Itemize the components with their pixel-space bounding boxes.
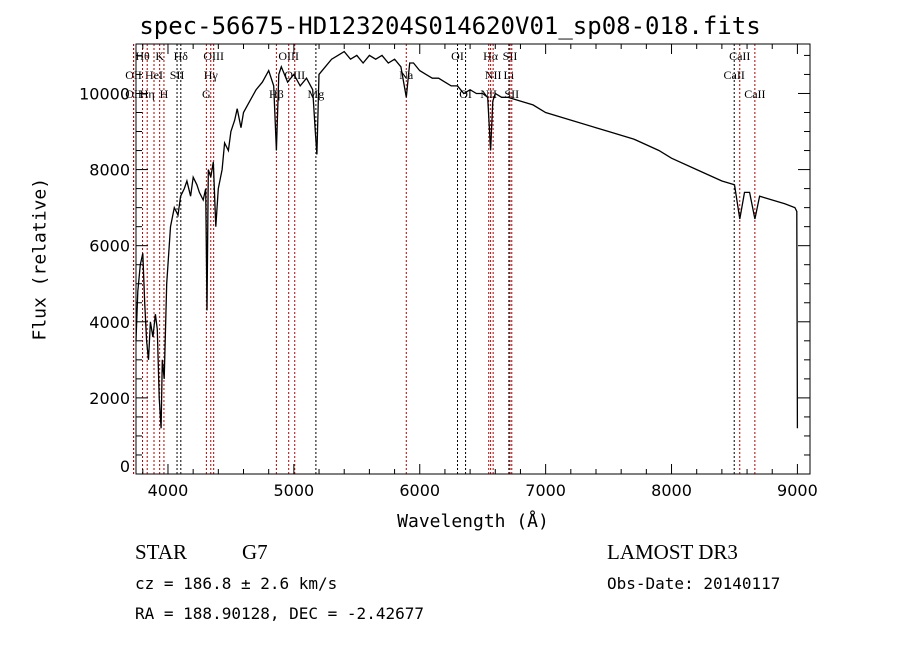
spectral-line-label: OI: [451, 49, 464, 63]
spectral-line-label: NII: [485, 68, 502, 82]
spectral-line-label: Hη: [140, 87, 155, 101]
spectral-line-label: Li: [504, 68, 515, 82]
x-tick-label: 5000: [274, 481, 315, 500]
y-tick-label: 4000: [89, 313, 130, 332]
x-tick-label: 4000: [148, 481, 189, 500]
spectral-line-label: CaII: [744, 87, 765, 101]
y-tick-label: 0: [120, 457, 130, 476]
x-tick-label: 9000: [777, 481, 818, 500]
spectral-line-label: H: [160, 87, 169, 101]
spectral-line-label: G: [202, 87, 211, 101]
y-tick-label: 6000: [89, 237, 130, 256]
spectral-line-label: SII: [503, 49, 518, 63]
observation-date: Obs-Date: 20140117: [607, 574, 781, 593]
spectral-line-label: Hβ: [269, 87, 284, 101]
y-tick-label: 8000: [89, 161, 130, 180]
spectral-line-label: Mg: [308, 87, 325, 101]
spectral-line-label: Hα: [483, 49, 499, 63]
coordinates: RA = 188.90128, DEC = -2.42677: [135, 604, 424, 623]
x-tick-label: 7000: [525, 481, 566, 500]
spectral-line-label: CaII: [724, 68, 745, 82]
spectral-line-label: HeI: [145, 68, 163, 82]
spectral-line-label: Hθ: [135, 49, 150, 63]
spectral-line-label: K: [155, 49, 164, 63]
spectral-line-label: Hδ: [174, 49, 189, 63]
object-class: STAR: [135, 540, 187, 564]
spectral-line-label: SII: [170, 68, 185, 82]
spectral-line-label: OIII: [203, 49, 224, 63]
plot-frame: [135, 43, 811, 475]
spectral-line-label: CaII: [729, 49, 750, 63]
x-axis-label: Wavelength (Å): [397, 511, 549, 532]
spectral-line-label: NII: [480, 87, 497, 101]
spectrum-line: [135, 50, 799, 429]
redshift-cz: cz = 186.8 ± 2.6 km/s: [135, 574, 338, 593]
spectral-line-label: OII: [125, 68, 142, 82]
x-tick-label: 6000: [399, 481, 440, 500]
spectral-line-label: OII: [125, 87, 142, 101]
spectral-line-label: Hγ: [204, 68, 219, 82]
y-tick-label: 10000: [79, 84, 130, 103]
object-subclass: G7: [242, 540, 268, 564]
y-tick-label: 2000: [89, 389, 130, 408]
survey-name: LAMOST DR3: [607, 540, 738, 564]
chart-title: spec-56675-HD123204S014620V01_sp08-018.f…: [139, 12, 761, 40]
y-axis-label: Flux (relative): [29, 177, 51, 341]
x-tick-label: 8000: [651, 481, 692, 500]
spectral-line-label: OIII: [278, 49, 299, 63]
